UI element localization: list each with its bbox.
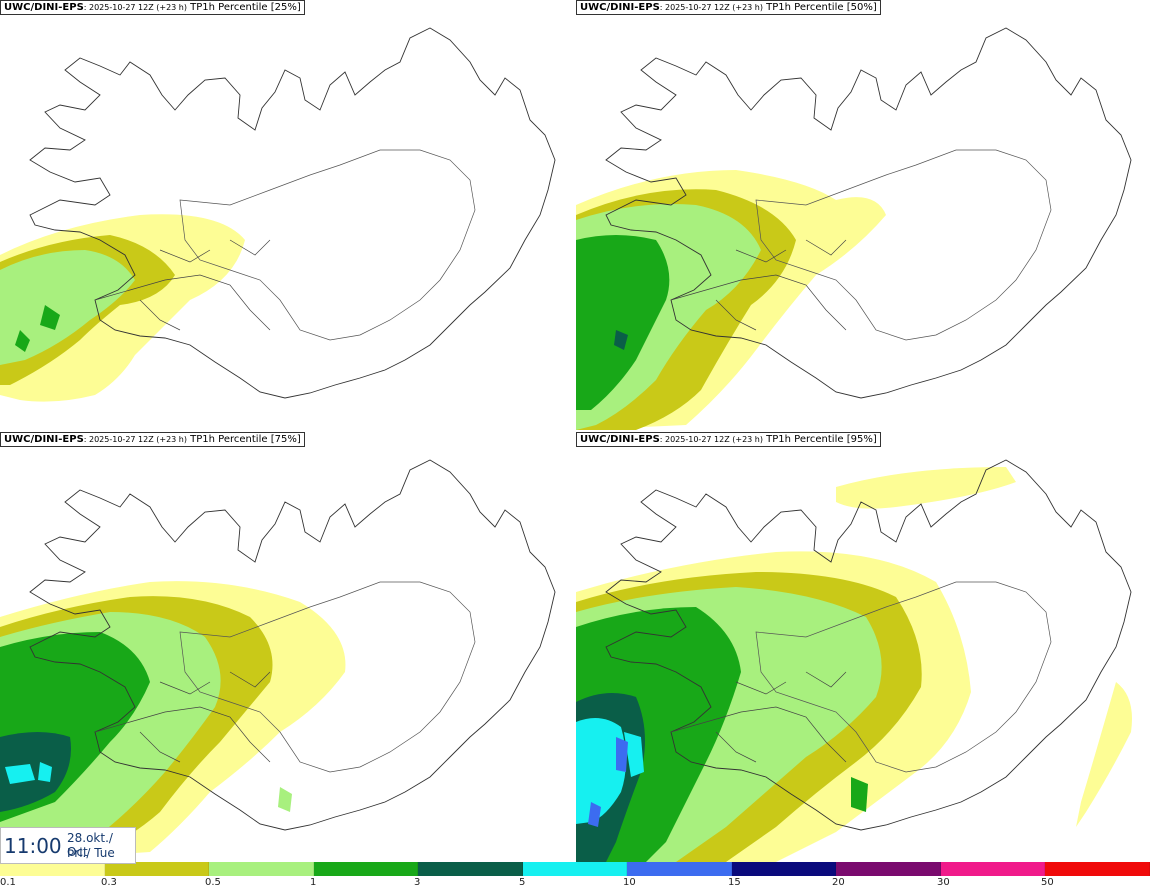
legend-tick-label: 3 xyxy=(414,877,421,888)
legend-bars xyxy=(0,862,1150,876)
legend-swatch xyxy=(313,862,419,876)
legend-swatch xyxy=(627,862,732,876)
model-name: UWC/DINI-EPS xyxy=(580,434,660,445)
valid-time-box: 11:00 28.okt./ Oct Þri./ Tue xyxy=(0,827,136,864)
legend-tick-label: 30 xyxy=(937,877,950,888)
valid-time: 11:00 xyxy=(4,834,62,858)
legend-tick-label: 0.3 xyxy=(101,877,117,888)
legend-swatch xyxy=(731,862,837,876)
legend-swatch xyxy=(1045,862,1150,876)
run-time: : 2025-10-27 12Z (+23 h) xyxy=(83,3,187,12)
model-name: UWC/DINI-EPS xyxy=(580,2,660,13)
valid-date: 28.okt./ Oct xyxy=(67,831,113,859)
legend-swatch xyxy=(0,862,105,876)
run-time: : 2025-10-27 12Z (+23 h) xyxy=(83,435,187,444)
legend-swatch xyxy=(209,862,314,876)
panel-title: UWC/DINI-EPS: 2025-10-27 12Z (+23 h) TP1… xyxy=(576,432,881,447)
precip-map-p75 xyxy=(0,459,556,862)
legend-tick-label: 5 xyxy=(519,877,526,888)
valid-weekday: Þri./ Tue xyxy=(67,846,115,860)
legend-tick-label: 0.5 xyxy=(205,877,221,888)
model-name: UWC/DINI-EPS xyxy=(4,434,84,445)
legend-swatch xyxy=(104,862,210,876)
precip-map-p95 xyxy=(576,459,1132,862)
map-panel-p50: UWC/DINI-EPS: 2025-10-27 12Z (+23 h) TP1… xyxy=(576,0,1150,430)
precip-map-p25 xyxy=(0,27,556,402)
map-panel-p25: UWC/DINI-EPS: 2025-10-27 12Z (+23 h) TP1… xyxy=(0,0,574,430)
legend-tick-label: 1 xyxy=(310,877,317,888)
percentile-desc: TP1h Percentile [25%] xyxy=(186,2,301,13)
legend-swatch xyxy=(836,862,941,876)
legend-swatch xyxy=(418,862,523,876)
legend-tick-label: 0.1 xyxy=(0,877,16,888)
color-legend: 0.1 0.3 0.5 1 3 5 10 15 20 30 50 xyxy=(0,862,1150,891)
run-time: : 2025-10-27 12Z (+23 h) xyxy=(659,3,763,12)
percentile-desc: TP1h Percentile [75%] xyxy=(186,434,301,445)
map-panel-p95: UWC/DINI-EPS: 2025-10-27 12Z (+23 h) TP1… xyxy=(576,432,1150,862)
map-panel-p75: UWC/DINI-EPS: 2025-10-27 12Z (+23 h) TP1… xyxy=(0,432,574,862)
precip-map-p50 xyxy=(576,27,1132,430)
legend-tick-label: 50 xyxy=(1041,877,1054,888)
panel-title: UWC/DINI-EPS: 2025-10-27 12Z (+23 h) TP1… xyxy=(0,432,305,447)
percentile-desc: TP1h Percentile [95%] xyxy=(762,434,877,445)
panel-title: UWC/DINI-EPS: 2025-10-27 12Z (+23 h) TP1… xyxy=(576,0,881,15)
panel-title: UWC/DINI-EPS: 2025-10-27 12Z (+23 h) TP1… xyxy=(0,0,305,15)
legend-tick-label: 15 xyxy=(728,877,741,888)
legend-tick-label: 20 xyxy=(832,877,845,888)
run-time: : 2025-10-27 12Z (+23 h) xyxy=(659,435,763,444)
model-name: UWC/DINI-EPS xyxy=(4,2,84,13)
legend-swatch xyxy=(522,862,628,876)
legend-swatch xyxy=(940,862,1046,876)
legend-tick-label: 10 xyxy=(623,877,636,888)
percentile-desc: TP1h Percentile [50%] xyxy=(762,2,877,13)
